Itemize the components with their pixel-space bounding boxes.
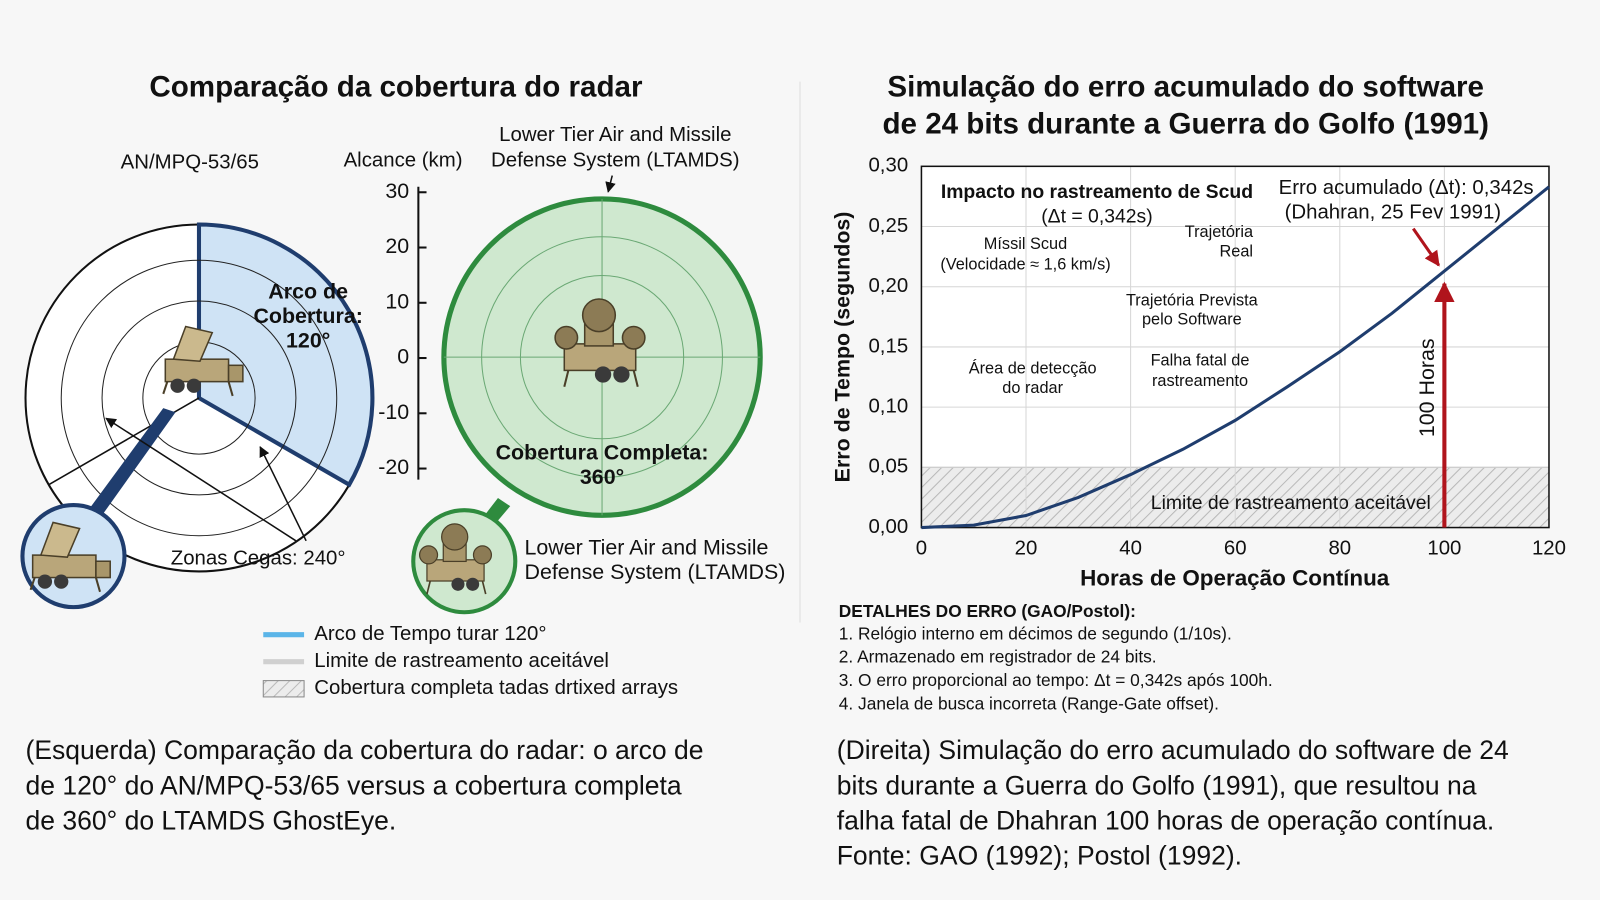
x-tick-label: 80 bbox=[1328, 537, 1351, 559]
y-tick-label: 0,00 bbox=[868, 516, 908, 538]
range-tick-label: 10 bbox=[385, 289, 409, 313]
ltamds-diagram bbox=[411, 175, 763, 615]
details-item: 2. Armazenado em registrador de 24 bits. bbox=[839, 647, 1157, 667]
range-tick-label: 20 bbox=[385, 234, 409, 258]
range-axis-label: Alcance (km) bbox=[344, 150, 463, 172]
plot-frame bbox=[920, 165, 1550, 529]
x-tick-label: 0 bbox=[916, 537, 927, 559]
inset-title: Impacto no rastreamento de Scud bbox=[941, 181, 1253, 203]
full-coverage-label: 360° bbox=[580, 465, 624, 489]
marker-label: 100 Horas bbox=[1415, 338, 1439, 437]
chart-title: Simulação do erro acumulado do software bbox=[887, 71, 1484, 104]
y-tick-label: 0,05 bbox=[868, 456, 908, 478]
legend-label: Cobertura completa tadas drtixed arrays bbox=[314, 677, 678, 699]
ltamds-label: Defense System (LTAMDS) bbox=[524, 560, 785, 584]
caption: de 120° do AN/MPQ-53/65 versus a cobertu… bbox=[26, 770, 682, 800]
inset-label: rastreamento bbox=[1152, 372, 1248, 390]
inset-label: Área de detecção bbox=[969, 359, 1097, 378]
radar-name: AN/MPQ-53/65 bbox=[121, 152, 259, 174]
y-axis-label: Erro de Tempo (segundos) bbox=[831, 212, 855, 483]
range-tick-label: -10 bbox=[378, 400, 409, 424]
details-item: 1. Relógio interno em décimos de segundo… bbox=[839, 623, 1232, 643]
inset-label: Trajetória bbox=[1185, 223, 1254, 241]
legend-label: Arco de Tempo turar 120° bbox=[314, 623, 546, 645]
ltamds-label: Lower Tier Air and Missile bbox=[499, 124, 731, 146]
inset-label: Falha fatal de bbox=[1151, 352, 1250, 370]
error-curve bbox=[921, 185, 1550, 530]
inset-label: Real bbox=[1219, 242, 1253, 260]
annotation-arrow bbox=[1412, 227, 1441, 267]
annotation: (Dhahran, 25 Fev 1991) bbox=[1285, 202, 1502, 224]
range-tick-label: -20 bbox=[378, 455, 409, 479]
caption: (Direita) Simulação do erro acumulado do… bbox=[837, 735, 1509, 765]
x-tick-label: 100 bbox=[1427, 537, 1461, 559]
radar-diagram bbox=[20, 222, 375, 610]
ltamds-label: Defense System (LTAMDS) bbox=[491, 150, 740, 172]
y-tick-label: 0,25 bbox=[868, 215, 908, 237]
y-tick-label: 0,20 bbox=[868, 275, 908, 297]
x-tick-label: 120 bbox=[1532, 537, 1566, 559]
details-title: DETALHES DO ERRO (GAO/Postol): bbox=[839, 601, 1136, 621]
caption: de 360° do LTAMDS GhostEye. bbox=[26, 805, 397, 835]
caption: Fonte: GAO (1992); Postol (1992). bbox=[837, 841, 1242, 871]
y-tick-label: 0,15 bbox=[868, 335, 908, 357]
arc-label: Arco de bbox=[268, 280, 348, 304]
title: Comparação da cobertura do radar bbox=[149, 71, 643, 104]
x-axis-label: Horas de Operação Contínua bbox=[1080, 566, 1390, 591]
x-tick-label: 20 bbox=[1015, 537, 1038, 559]
caption: bits durante a Guerra do Golfo (1991), q… bbox=[837, 770, 1477, 800]
details-item: 4. Janela de busca incorreta (Range-Gate… bbox=[839, 694, 1219, 714]
inset-label: Míssil Scud bbox=[984, 235, 1067, 253]
full-coverage-label: Cobertura Completa: bbox=[496, 441, 709, 465]
x-tick-label: 40 bbox=[1119, 537, 1142, 559]
inset-label: (Velocidade ≈ 1,6 km/s) bbox=[940, 256, 1110, 274]
threshold-label: Limite de rastreamento aceitável bbox=[1151, 492, 1431, 514]
y-tick-label: 0,10 bbox=[868, 396, 908, 418]
chart-title: de 24 bits durante a Guerra do Golfo (19… bbox=[882, 107, 1489, 140]
inset-subtitle: (Δt = 0,342s) bbox=[1041, 205, 1152, 227]
x-tick-label: 60 bbox=[1224, 537, 1247, 559]
arc-label: Cobertura: bbox=[253, 304, 362, 328]
caption: (Esquerda) Comparação da cobertura do ra… bbox=[26, 735, 704, 765]
y-tick-label: 0,30 bbox=[868, 155, 908, 177]
legend-label: Limite de rastreamento aceitável bbox=[314, 650, 609, 672]
inset-label: do radar bbox=[1002, 379, 1063, 397]
ltamds-label: Lower Tier Air and Missile bbox=[524, 536, 768, 560]
details-item: 3. O erro proporcional ao tempo: Δt = 0,… bbox=[839, 670, 1273, 690]
caption: falha fatal de Dhahran 100 horas de oper… bbox=[837, 805, 1494, 835]
range-tick-label: 30 bbox=[385, 179, 409, 203]
range-tick-label: 0 bbox=[397, 345, 409, 369]
blind-zone-label: Zonas Cegas: 240° bbox=[171, 548, 346, 570]
legend-swatch bbox=[262, 680, 305, 698]
inset-label: pelo Software bbox=[1142, 311, 1242, 329]
arc-label: 120° bbox=[286, 328, 330, 352]
annotation: Erro acumulado (Δt): 0,342s bbox=[1279, 177, 1534, 199]
inset-label: Trajetória Prevista bbox=[1126, 291, 1259, 309]
